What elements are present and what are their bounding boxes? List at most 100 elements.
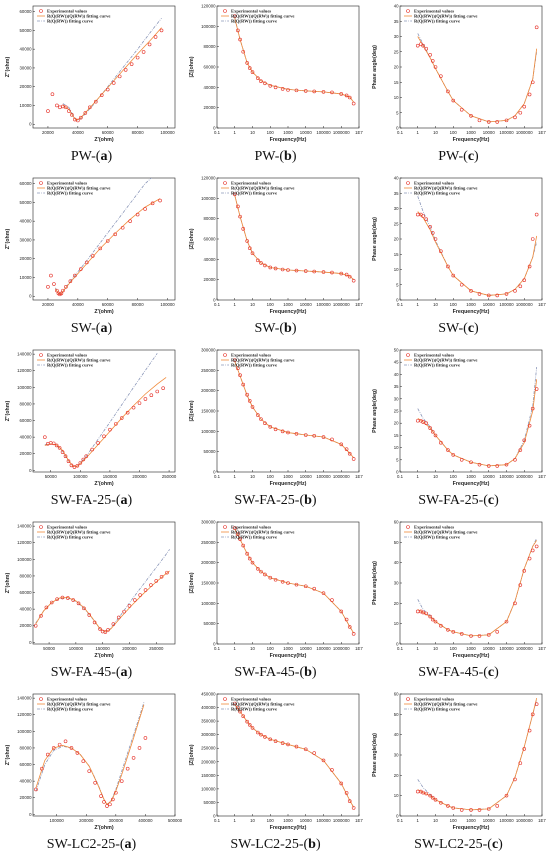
data-point bbox=[477, 118, 482, 123]
plot-frame bbox=[32, 5, 176, 129]
y-tick-label: 80000 bbox=[204, 216, 217, 221]
fit-curve-rqrw bbox=[234, 704, 355, 808]
y-axis-label: Z''(ohm) bbox=[5, 745, 11, 766]
x-tick-label: 200000 bbox=[132, 474, 147, 479]
legend-marker-exp bbox=[39, 181, 43, 185]
y-tick-label: 25 bbox=[394, 221, 399, 226]
x-tick-label: 250000 bbox=[162, 474, 177, 479]
data-point bbox=[504, 292, 509, 296]
data-point bbox=[294, 431, 299, 436]
data-point bbox=[250, 251, 255, 256]
caption-prefix: SW-FA-25-( bbox=[50, 493, 121, 508]
x-tick-label: 1 bbox=[234, 130, 237, 135]
x-tick-label: 100 bbox=[450, 646, 458, 651]
y-axis-label: Z''(ohm) bbox=[5, 401, 11, 422]
data-point bbox=[147, 42, 152, 47]
chart-svg: 20000 40000 60000 80000 100000 0 10000 20000 300… bbox=[5, 177, 175, 315]
legend-marker-exp bbox=[223, 525, 227, 529]
y-tick-label: 15 bbox=[394, 80, 399, 85]
x-tick-label: 1E7 bbox=[538, 302, 546, 307]
legend-label: R(Q(RW))(Q(RW)) fitting curve bbox=[231, 530, 294, 535]
data-point bbox=[87, 613, 92, 617]
chart-panel: 0.1 1 10 100 1000 10000 100000 1000000 1E7 0 5 10 15… bbox=[367, 0, 550, 171]
data-point bbox=[123, 68, 128, 72]
data-point bbox=[117, 74, 122, 79]
data-point bbox=[90, 254, 95, 258]
data-point bbox=[154, 579, 159, 583]
data-point bbox=[131, 756, 136, 760]
y-tick-label: 20000 bbox=[20, 256, 33, 261]
x-tick-label: 0.1 bbox=[397, 130, 404, 135]
data-point bbox=[79, 115, 83, 120]
data-point bbox=[415, 418, 420, 423]
y-axis-label: Z''(ohm) bbox=[5, 229, 11, 250]
fit-curve-rqrw bbox=[62, 17, 162, 121]
data-point bbox=[286, 268, 290, 272]
y-tick-label: 0 bbox=[29, 640, 32, 645]
panel-caption: SW-LC2-25-(c) bbox=[367, 834, 550, 856]
x-tick-label: 10000 bbox=[300, 646, 313, 651]
y-tick-label: 0 bbox=[213, 470, 216, 475]
caption-suffix: ) bbox=[474, 149, 479, 164]
legend-marker-exp bbox=[223, 353, 227, 357]
y-tick-label: 50 bbox=[394, 712, 399, 717]
x-tick-label: 0.1 bbox=[214, 474, 221, 479]
fit-curve-rqrw bbox=[417, 367, 538, 467]
data-point bbox=[70, 113, 74, 117]
plot-frame bbox=[399, 349, 543, 473]
data-point bbox=[495, 464, 500, 468]
data-point bbox=[439, 249, 443, 253]
y-tick-label: 100000 bbox=[17, 385, 32, 390]
data-point bbox=[259, 79, 263, 84]
caption-letter: a bbox=[100, 149, 108, 164]
data-point bbox=[113, 232, 118, 237]
y-axis-label: Phase angle(deg) bbox=[372, 733, 378, 777]
data-point bbox=[294, 744, 299, 749]
x-axis-label: Frequency(Hz) bbox=[453, 137, 490, 143]
data-point bbox=[55, 288, 59, 293]
data-point bbox=[245, 392, 249, 397]
caption-suffix: ) bbox=[311, 665, 317, 680]
data-point bbox=[330, 768, 334, 772]
data-point bbox=[469, 289, 473, 293]
caption-suffix: ) bbox=[311, 493, 317, 508]
y-tick-label: 20000 bbox=[20, 84, 33, 89]
data-point bbox=[114, 422, 118, 426]
x-tick-label: 1E7 bbox=[538, 646, 546, 651]
data-point bbox=[280, 741, 285, 745]
data-point bbox=[513, 289, 517, 293]
data-point bbox=[232, 526, 237, 530]
data-point bbox=[236, 28, 240, 33]
y-tick-label: 150000 bbox=[201, 773, 216, 778]
y-tick-label: 45 bbox=[394, 360, 399, 365]
data-point bbox=[280, 429, 285, 434]
legend-label: R(Q(RW)) fitting curve bbox=[47, 535, 93, 540]
data-point bbox=[75, 751, 80, 755]
legend-label: R(Q(RW)) fitting curve bbox=[47, 707, 93, 712]
data-point bbox=[451, 806, 456, 810]
caption-suffix: ) bbox=[131, 837, 137, 852]
x-tick-label: 1E7 bbox=[355, 818, 363, 823]
x-tick-label: 300000 bbox=[109, 818, 124, 823]
legend-label: Experimental values bbox=[47, 353, 87, 358]
plot-frame bbox=[32, 521, 176, 645]
data-point bbox=[256, 730, 260, 735]
y-tick-label: 5 bbox=[396, 457, 399, 462]
chart-panel: 50000 100000 150000 200000 250000 0 20000 40000… bbox=[0, 344, 183, 515]
y-tick-label: 20 bbox=[394, 601, 399, 606]
data-point bbox=[268, 265, 273, 270]
caption-suffix: ) bbox=[107, 321, 113, 336]
fit-curve-rqrwqrw bbox=[234, 704, 355, 808]
data-point bbox=[330, 90, 334, 95]
plot-frame bbox=[32, 693, 176, 817]
data-point bbox=[495, 630, 500, 634]
y-tick-label: 20 bbox=[394, 237, 399, 242]
y-tick-label: 20000 bbox=[204, 277, 217, 282]
legend-label: Experimental values bbox=[414, 353, 454, 358]
data-point bbox=[245, 61, 249, 65]
y-tick-label: 5 bbox=[396, 110, 399, 115]
chart-panel: 100000 200000 300000 400000 500000 0 20000 4000… bbox=[0, 688, 183, 859]
panel-caption: SW-FA-45-(b) bbox=[184, 662, 367, 684]
